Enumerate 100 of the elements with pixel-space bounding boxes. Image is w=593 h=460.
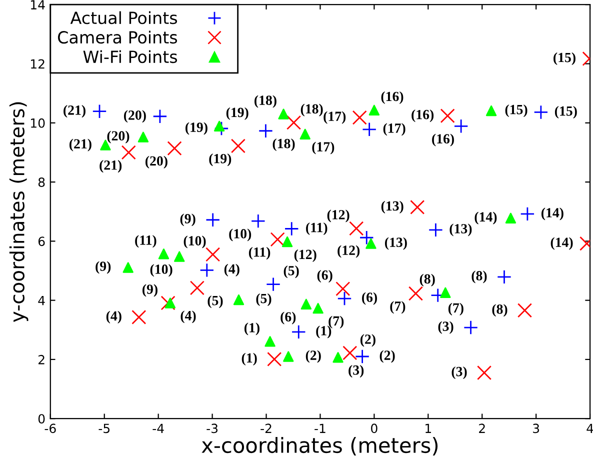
point: [282, 236, 293, 248]
annotation: (14): [474, 212, 497, 224]
annotation: (12): [294, 249, 316, 262]
point: [337, 291, 352, 306]
point: [164, 298, 176, 308]
annotation: (9): [142, 284, 158, 297]
y-tick-label: 0: [38, 414, 45, 424]
point: [300, 128, 310, 140]
y-tick-label: 2: [38, 354, 44, 364]
annotation: (18): [300, 104, 323, 116]
annotation: (5): [284, 266, 299, 278]
annotation: (18): [254, 95, 276, 108]
point: [300, 298, 312, 310]
annotation: (20): [107, 130, 130, 144]
legend-label: Camera Points: [58, 30, 178, 44]
point: [505, 212, 516, 224]
annotation: (3): [452, 366, 467, 380]
annotation: (10): [184, 236, 206, 248]
point: [278, 108, 289, 120]
y-axis-title: y-coordinates (meters): [9, 102, 28, 322]
point: [454, 118, 468, 134]
point: [368, 104, 380, 116]
point: [428, 222, 443, 238]
point: [121, 145, 136, 160]
annotation: (16): [412, 109, 434, 122]
point: [132, 310, 146, 324]
point: [359, 230, 374, 245]
point: [366, 238, 376, 249]
annotation: (10): [150, 264, 172, 277]
point: [410, 200, 425, 214]
annotation: (18): [272, 138, 295, 152]
annotation: (1): [244, 322, 260, 336]
annotation: (15): [554, 52, 576, 66]
annotation: (13): [384, 237, 407, 250]
annotation: (5): [208, 295, 223, 308]
point: [463, 320, 478, 335]
x-tick-label: -5: [98, 424, 110, 434]
legend-label: Actual Points: [70, 11, 178, 24]
point: [206, 247, 220, 262]
point: [440, 108, 455, 124]
x-tick-label: 2: [479, 424, 485, 433]
annotation: (3): [438, 321, 454, 334]
annotation: (11): [306, 222, 328, 236]
point: [233, 294, 244, 306]
annotation: (7): [390, 301, 406, 314]
annotation: (1): [242, 352, 257, 366]
annotation: (20): [124, 110, 146, 123]
annotation: (15): [505, 104, 528, 118]
annotation: (4): [224, 264, 240, 276]
annotation: (21): [64, 105, 86, 118]
annotation: (19): [226, 107, 248, 120]
point: [190, 280, 204, 296]
annotation: (14): [541, 208, 564, 220]
annotation: (6): [317, 270, 332, 283]
point: [267, 352, 282, 366]
annotation: (4): [180, 310, 196, 324]
point: [336, 282, 350, 296]
annotation: (20): [146, 156, 168, 169]
point: [342, 346, 358, 360]
x-tick-label: -3: [206, 424, 218, 434]
x-tick-label: -6: [44, 424, 56, 434]
x-tick-label: 3: [533, 424, 540, 434]
annotation: (21): [100, 160, 122, 173]
point: [284, 221, 299, 236]
annotation: (10): [229, 228, 252, 242]
annotation: (14): [550, 237, 573, 250]
annotation: (8): [492, 304, 508, 317]
annotation: (11): [248, 246, 270, 260]
annotation: (17): [383, 123, 406, 136]
annotation: (16): [381, 91, 404, 104]
annotation: (6): [280, 312, 296, 324]
point: [355, 349, 370, 364]
x-tick-label: -4: [152, 424, 164, 433]
point: [291, 324, 306, 340]
annotation: (5): [256, 293, 272, 306]
annotation: (9): [180, 214, 196, 226]
legend-label: Wi-Fi Points: [83, 50, 178, 64]
annotation: (2): [306, 350, 321, 363]
annotation: (13): [450, 224, 472, 236]
annotation: (15): [554, 106, 577, 119]
point: [200, 262, 214, 278]
point: [122, 262, 134, 273]
point: [174, 251, 185, 262]
point: [230, 138, 246, 154]
y-tick-label: 8: [38, 178, 45, 187]
y-tick-label: 4: [38, 296, 45, 306]
x-axis-title: x-coordinates (meters): [202, 436, 438, 456]
point: [92, 104, 107, 119]
annotation: (6): [362, 292, 377, 305]
annotation: (13): [381, 200, 404, 214]
annotation: (19): [209, 154, 232, 166]
point: [250, 214, 266, 228]
point: [362, 122, 377, 137]
point: [520, 206, 535, 222]
annotation: (12): [338, 245, 360, 258]
point: [258, 124, 273, 138]
y-tick-label: 12: [31, 59, 44, 68]
y-tick-label: 6: [38, 236, 45, 246]
point: [312, 302, 324, 314]
annotation: (4): [106, 310, 122, 324]
